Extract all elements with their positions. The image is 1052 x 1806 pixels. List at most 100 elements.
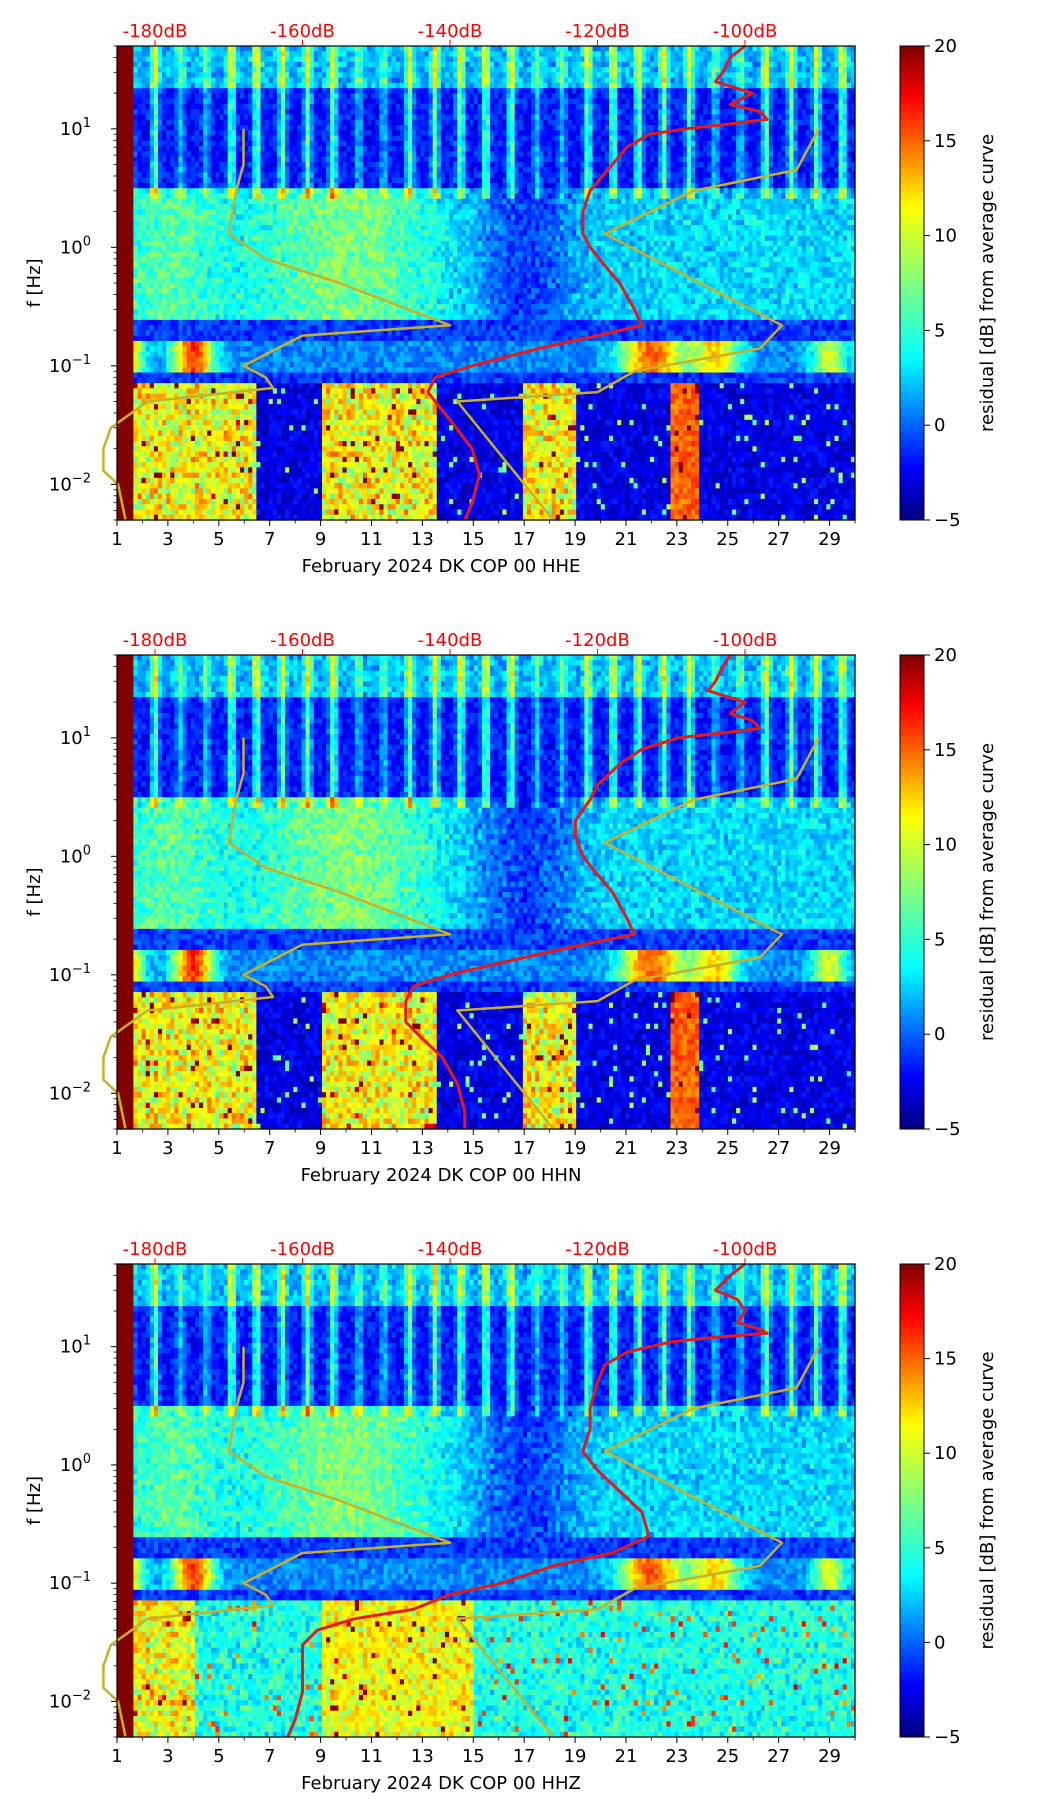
heatmap-cell [154,62,159,68]
heatmap-cell [215,62,220,68]
heatmap-cell [240,351,245,357]
heatmap-cell [191,246,196,252]
heatmap-cell [211,320,216,326]
heatmap-cell [146,162,151,168]
heatmap-cell [220,236,225,242]
heatmap-cell [170,483,175,489]
heatmap-cell [150,130,155,136]
heatmap-cell [158,509,163,515]
heatmap-cell [129,146,134,152]
heatmap-cell [191,151,196,157]
heatmap-cell [179,346,184,352]
heatmap-cell [240,441,245,447]
heatmap-cell [228,367,233,373]
heatmap-cell [133,88,138,94]
heatmap-cell [215,109,220,115]
heatmap-cell [207,346,212,352]
heatmap-cell [154,294,159,300]
heatmap-cell [170,51,175,57]
heatmap-cell [162,330,167,336]
heatmap-cell [191,188,196,194]
heatmap-cell [170,241,175,247]
heatmap-cell [179,62,184,68]
heatmap-cell [199,494,204,500]
heatmap-cell [125,404,130,410]
heatmap-cell [236,93,241,99]
heatmap-cell [207,241,212,247]
heatmap-cell [146,88,151,94]
heatmap-cell [133,62,138,68]
heatmap-cell [203,72,208,78]
heatmap-cell [117,83,122,89]
heatmap-cell [162,299,167,305]
heatmap-cell [187,157,192,163]
heatmap-cell [117,193,122,199]
heatmap-cell [158,262,163,268]
heatmap-cell [199,130,204,136]
heatmap-cell [138,157,143,163]
heatmap-cell [199,309,204,315]
heatmap-cell [125,220,130,226]
heatmap-cell [220,473,225,479]
heatmap-cell [174,251,179,257]
heatmap-cell [207,336,212,342]
heatmap-cell [150,78,155,84]
heatmap-cell [150,367,155,373]
heatmap-cell [133,467,138,473]
heatmap-cell [133,351,138,357]
heatmap-cell [207,325,212,331]
heatmap-cell [129,467,134,473]
heatmap-cell [150,304,155,310]
heatmap-cell [170,425,175,431]
heatmap-cell [183,230,188,236]
heatmap-cell [207,388,212,394]
heatmap-cell [121,299,126,305]
heatmap-cell [150,93,155,99]
heatmap-cell [179,246,184,252]
heatmap-cell [133,109,138,115]
heatmap-cell [138,499,143,505]
heatmap-cell [133,167,138,173]
heatmap-cell [195,99,200,105]
heatmap-cell [203,315,208,321]
heatmap-cell [203,193,208,199]
heatmap-cell [207,478,212,484]
heatmap-cell [142,51,147,57]
heatmap-cell [129,325,134,331]
heatmap-cell [224,62,229,68]
heatmap-cell [220,336,225,342]
heatmap-cell [224,383,229,389]
heatmap-cell [162,425,167,431]
heatmap-cell [240,409,245,415]
heatmap-cell [195,272,200,278]
heatmap-cell [133,93,138,99]
heatmap-cell [170,315,175,321]
heatmap-cell [203,141,208,147]
heatmap-cell [179,67,184,73]
heatmap-cell [207,67,212,73]
heatmap-cell [162,51,167,57]
heatmap-cell [142,46,147,52]
heatmap-cell [166,325,171,331]
heatmap-cell [195,236,200,242]
heatmap-cell [129,204,134,210]
heatmap-cell [215,283,220,289]
heatmap-cell [138,436,143,442]
heatmap-cell [215,162,220,168]
heatmap-cell [129,257,134,263]
heatmap-cell [228,278,233,284]
heatmap-cell [224,309,229,315]
heatmap-cell [117,336,122,342]
heatmap-cell [183,330,188,336]
heatmap-cell [117,246,122,252]
heatmap-cell [236,430,241,436]
heatmap-cell [170,283,175,289]
heatmap-cell [187,183,192,189]
heatmap-cell [170,509,175,515]
heatmap-cell [133,394,138,400]
heatmap-cell [232,157,237,163]
heatmap-cell [146,304,151,310]
heatmap-cell [195,509,200,515]
heatmap-cell [133,294,138,300]
heatmap-cell [129,436,134,442]
